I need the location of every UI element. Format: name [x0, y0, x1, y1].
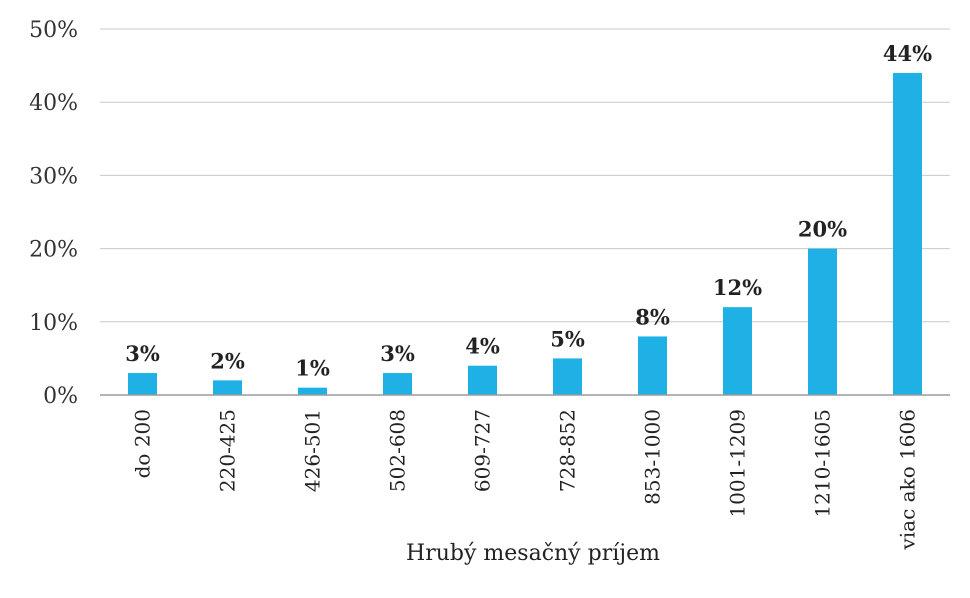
- x-category-label: 426-501: [301, 409, 325, 492]
- x-category-label: 728-852: [556, 409, 580, 492]
- data-label: 5%: [550, 326, 585, 351]
- bars: [128, 72, 922, 396]
- bar: [128, 373, 157, 395]
- data-labels: 3% 2% 1% 3% 4% 5% 8% 12% 20% 44%: [125, 41, 932, 381]
- bar: [213, 380, 242, 395]
- x-category-label: 1001-1209: [726, 409, 750, 518]
- y-tick-label: 30%: [29, 164, 78, 189]
- bar: [383, 373, 412, 395]
- y-tick-label: 40%: [29, 91, 78, 116]
- x-category-label: viac ako 1606: [896, 409, 920, 551]
- y-tick-label: 0%: [43, 384, 78, 409]
- data-label: 8%: [635, 304, 670, 329]
- x-category-label: do 200: [131, 409, 155, 478]
- data-label: 12%: [713, 275, 762, 300]
- data-label: 1%: [295, 356, 330, 381]
- y-tick-label: 50%: [29, 18, 78, 43]
- data-label: 2%: [210, 348, 245, 373]
- data-label: 4%: [465, 334, 500, 359]
- x-axis-title: Hrubý mesačný príjem: [406, 541, 660, 566]
- bar: [553, 358, 582, 395]
- x-axis-categories: do 200 220-425 426-501 502-608 609-727 728-85…: [131, 409, 920, 551]
- x-category-label: 1210-1605: [811, 409, 835, 518]
- bar: [808, 248, 837, 395]
- bar: [893, 72, 922, 396]
- bar: [638, 336, 667, 395]
- y-tick-label: 20%: [29, 238, 78, 263]
- data-label: 44%: [883, 41, 932, 66]
- bar: [468, 365, 497, 395]
- x-category-label: 220-425: [216, 409, 240, 492]
- bar: [723, 307, 752, 395]
- y-axis-ticks: 0% 10% 20% 30% 40% 50%: [29, 18, 78, 409]
- y-tick-label: 10%: [29, 311, 78, 336]
- x-category-label: 609-727: [471, 409, 495, 492]
- data-label: 20%: [798, 217, 847, 242]
- bar: [298, 387, 327, 395]
- data-label: 3%: [380, 341, 415, 366]
- data-label: 3%: [125, 341, 160, 366]
- x-category-label: 853-1000: [641, 409, 665, 505]
- x-category-label: 502-608: [386, 409, 410, 492]
